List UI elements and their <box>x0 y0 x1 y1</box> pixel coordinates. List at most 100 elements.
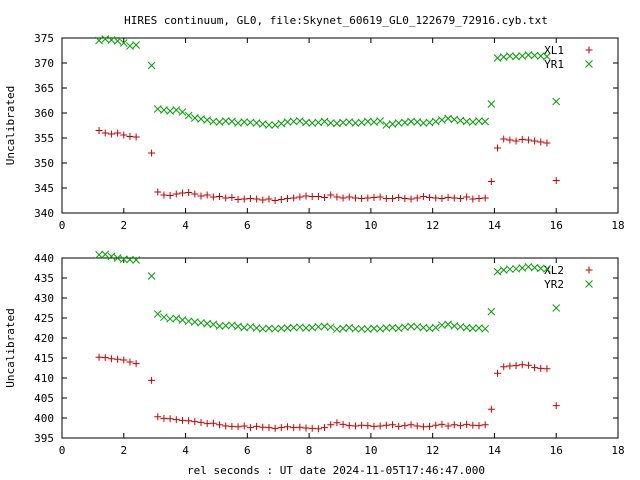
data-point-yr2 <box>153 310 162 318</box>
data-point-xl2 <box>283 423 291 431</box>
data-point-xl2 <box>543 365 551 373</box>
data-point-yr2 <box>113 254 122 262</box>
data-point-yr2 <box>456 322 465 331</box>
data-point-xl2 <box>500 363 508 371</box>
data-point-yr1 <box>252 119 261 127</box>
x-tick-label: 8 <box>306 444 313 457</box>
data-point-yr1 <box>506 52 514 60</box>
y-tick-label: 410 <box>34 372 54 385</box>
data-point-xl2 <box>302 424 310 432</box>
data-point-xl2 <box>308 424 316 432</box>
data-point-yr1 <box>339 118 347 127</box>
data-point-xl1 <box>101 129 109 137</box>
data-point-yr1 <box>363 117 372 126</box>
legend-label-xl1: XL1 <box>544 44 564 57</box>
data-point-yr1 <box>543 52 551 61</box>
data-point-xl1 <box>370 194 378 201</box>
data-point-xl2 <box>475 422 483 430</box>
data-point-yr2 <box>438 321 446 330</box>
data-point-yr1 <box>107 36 116 44</box>
data-point-xl1 <box>302 192 310 200</box>
data-point-xl1 <box>228 194 236 201</box>
data-point-yr1 <box>326 119 335 127</box>
data-point-xl2 <box>552 402 560 410</box>
data-point-xl1 <box>351 194 359 202</box>
legend-marker-yr2 <box>585 280 593 288</box>
data-point-xl2 <box>228 422 236 430</box>
data-point-xl2 <box>358 421 366 429</box>
data-point-xl1 <box>172 190 180 198</box>
data-point-yr2 <box>425 324 434 333</box>
data-point-yr1 <box>370 118 378 126</box>
data-point-xl1 <box>487 178 495 185</box>
data-point-yr2 <box>518 264 527 272</box>
y-tick-label: 420 <box>34 332 54 345</box>
data-point-xl2 <box>537 364 545 372</box>
data-point-yr2 <box>240 323 249 332</box>
data-point-yr1 <box>126 42 134 50</box>
data-point-xl2 <box>132 360 140 368</box>
legend-marker-yr1 <box>585 60 593 68</box>
data-point-xl2 <box>95 353 103 361</box>
data-point-yr2 <box>295 323 304 332</box>
data-point-xl2 <box>107 355 115 363</box>
data-point-yr2 <box>506 265 514 274</box>
data-point-yr1 <box>376 117 385 125</box>
data-point-xl1 <box>308 193 316 200</box>
data-point-yr1 <box>512 52 520 61</box>
data-point-xl1 <box>475 195 483 202</box>
data-point-xl1 <box>382 195 390 202</box>
data-point-xl1 <box>524 136 532 144</box>
data-point-xl1 <box>339 194 347 202</box>
data-point-xl2 <box>314 425 322 433</box>
data-point-xl2 <box>265 424 273 432</box>
data-point-yr1 <box>113 37 122 45</box>
data-point-yr1 <box>119 39 128 47</box>
x-tick-label: 18 <box>611 444 624 457</box>
data-point-yr2 <box>197 318 205 327</box>
data-point-xl2 <box>518 361 526 369</box>
data-point-yr1 <box>425 118 434 127</box>
data-point-xl2 <box>154 413 162 421</box>
data-point-xl2 <box>481 421 489 429</box>
data-point-yr1 <box>462 117 471 126</box>
y-tick-label: 365 <box>34 82 54 95</box>
data-point-xl1 <box>407 195 415 203</box>
data-point-xl1 <box>376 193 384 201</box>
data-point-xl1 <box>191 190 199 198</box>
data-point-xl1 <box>271 197 279 204</box>
data-point-xl2 <box>413 422 421 430</box>
data-point-xl2 <box>407 421 415 429</box>
legend-label-yr1: YR1 <box>544 58 564 71</box>
data-point-yr2 <box>160 313 168 322</box>
data-point-xl2 <box>444 422 452 430</box>
data-point-xl2 <box>370 422 378 430</box>
data-point-xl1 <box>345 193 353 201</box>
data-point-xl1 <box>358 195 366 202</box>
data-point-yr1 <box>351 119 360 127</box>
data-point-xl1 <box>178 189 186 197</box>
data-point-yr1 <box>481 117 490 126</box>
data-point-yr2 <box>401 323 409 332</box>
x-tick-label: 16 <box>550 444 563 457</box>
data-point-xl1 <box>209 193 217 201</box>
data-point-xl1 <box>426 194 434 201</box>
data-point-xl2 <box>185 417 193 425</box>
data-point-xl2 <box>222 422 230 430</box>
data-point-yr2 <box>450 322 459 330</box>
y-tick-label: 355 <box>34 132 54 145</box>
data-point-xl1 <box>222 194 230 202</box>
y-tick-label: 375 <box>34 32 54 45</box>
data-point-yr2 <box>107 252 116 261</box>
data-point-xl2 <box>277 424 285 432</box>
data-point-xl2 <box>382 421 390 429</box>
y-tick-label: 435 <box>34 272 54 285</box>
data-point-xl2 <box>234 423 242 431</box>
data-point-xl1 <box>552 177 560 184</box>
data-point-yr1 <box>246 118 255 127</box>
data-point-yr1 <box>357 118 366 127</box>
data-point-yr2 <box>221 321 230 330</box>
data-point-yr1 <box>444 114 452 123</box>
data-point-yr1 <box>101 35 110 43</box>
